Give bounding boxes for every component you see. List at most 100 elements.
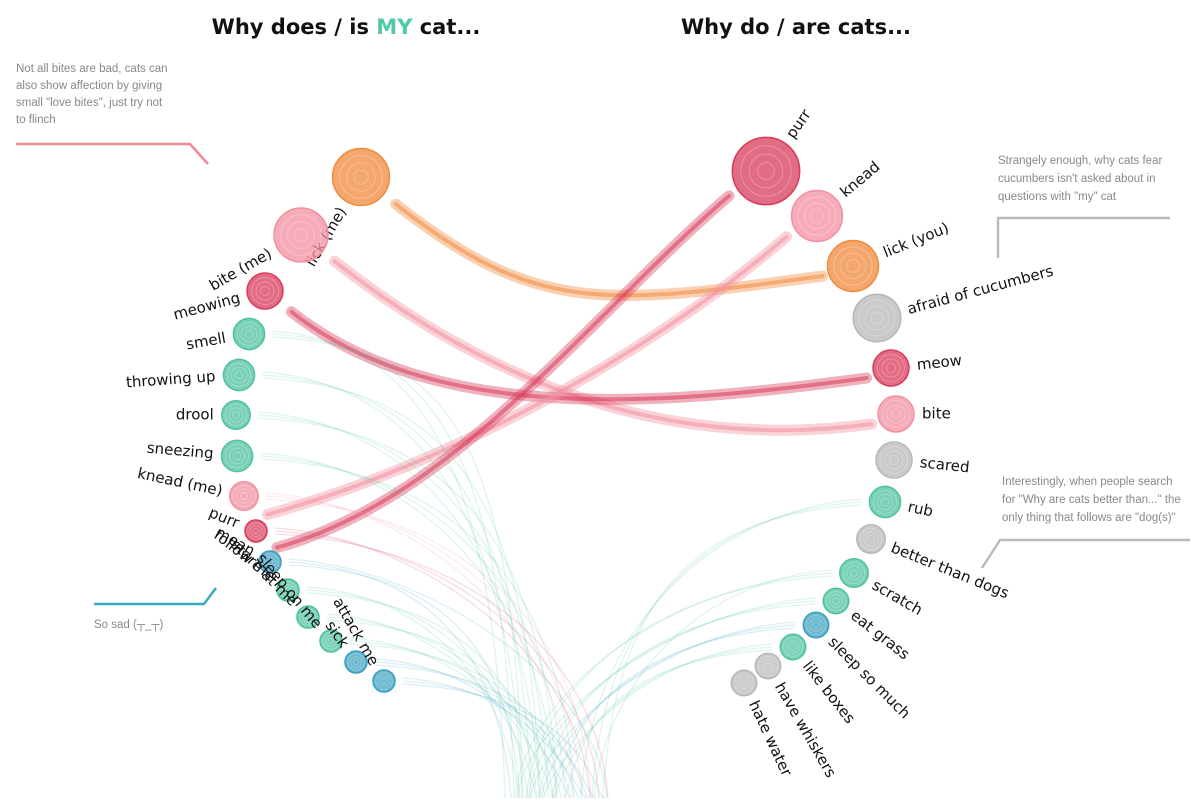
node-circle [273, 207, 329, 263]
dogs-annotation: Interestingly, when people search for "W… [1002, 476, 1184, 524]
fan-arc [306, 586, 520, 799]
node-hatch [231, 410, 241, 420]
node-circle [372, 669, 396, 693]
fan-arc [602, 504, 862, 799]
fan-arc [527, 600, 816, 799]
node-hatch [236, 488, 252, 504]
node-hatch [322, 632, 340, 650]
node-R-knead[interactable]: knead [790, 158, 884, 243]
node-hatch [260, 286, 270, 296]
node-hatch [846, 259, 860, 273]
node-circle [730, 669, 758, 697]
node-hatch [803, 202, 831, 230]
node-hatch [876, 493, 894, 511]
node-circle [229, 481, 259, 511]
node-hatch [812, 621, 820, 629]
node-circle [754, 652, 782, 680]
node-hatch [280, 214, 322, 256]
node-hatch [891, 409, 901, 419]
fan-arc [262, 377, 541, 799]
node-L-sneezing[interactable]: sneezing [146, 439, 254, 473]
node-circle [244, 519, 268, 543]
node-R-rub[interactable]: rub [868, 485, 935, 521]
node-label: rub [906, 498, 934, 521]
fan-arc [306, 589, 529, 799]
node-R-scared[interactable]: scared [875, 441, 970, 479]
node-circle [790, 189, 844, 243]
node-hatch [261, 553, 279, 571]
node-hatch [810, 209, 824, 223]
fan-arc [525, 575, 832, 799]
fan-arc [306, 592, 538, 799]
node-R-meow[interactable]: meow [872, 349, 963, 387]
node-hatch [224, 403, 248, 427]
fan-arc [538, 603, 816, 799]
fan-arc [349, 643, 572, 799]
node-hatch [737, 676, 751, 690]
node-R-afraid-of-cucumbers[interactable]: afraid of cucumbers [852, 262, 1055, 343]
node-R-scratch[interactable]: scratch [839, 558, 926, 619]
node-L-throwing-up[interactable]: throwing up [125, 358, 256, 392]
node-circle [331, 147, 391, 207]
node-hatch [284, 586, 292, 594]
callout-layer [16, 142, 1190, 606]
node-hatch [805, 614, 827, 636]
link-core-bite-me [332, 259, 874, 433]
fan-arc [262, 374, 532, 799]
node-hatch [881, 358, 901, 378]
node-circle [872, 349, 910, 387]
node-hatch [740, 679, 748, 687]
node-hatch [301, 610, 315, 624]
node-R-lick-you[interactable]: lick (you) [826, 219, 952, 293]
node-circle [220, 439, 254, 473]
node-circle [779, 633, 807, 661]
node-R-bite[interactable]: bite [877, 395, 951, 433]
node-hatch [232, 484, 256, 508]
node-label: afraid of cucumbers [905, 262, 1055, 318]
node-circle [319, 629, 343, 653]
node-hatch [349, 655, 363, 669]
node-label: smell [185, 329, 228, 354]
node-hatch [846, 565, 862, 581]
bite-callout-line [16, 142, 209, 165]
fan-arc [272, 333, 515, 799]
node-circle [258, 550, 282, 574]
node-hatch [748, 153, 784, 189]
node-L-smell[interactable]: smell [185, 317, 266, 354]
node-hatch [377, 674, 391, 688]
node-R-purr[interactable]: purr [731, 105, 815, 206]
node-L-drool[interactable]: drool [176, 400, 251, 430]
node-hatch [353, 169, 369, 185]
node-circle [276, 578, 300, 602]
node-hatch [226, 362, 252, 388]
fan-arc [326, 619, 555, 799]
fan-arc [326, 613, 537, 799]
node-hatch [281, 583, 295, 597]
node-hatch [327, 637, 335, 645]
fan-arc-layer [258, 330, 862, 799]
node-hatch [849, 568, 859, 578]
link-layer [261, 190, 878, 554]
node-hatch [740, 145, 792, 197]
node-hatch [833, 246, 873, 286]
node-hatch [864, 305, 890, 331]
node-circle [731, 136, 801, 206]
node-hatch [339, 155, 383, 199]
fan-arc [272, 336, 524, 799]
node-circle [826, 239, 880, 293]
fan-arc [349, 637, 554, 799]
node-label: lick (you) [880, 219, 951, 262]
node-circle [222, 358, 256, 392]
fan-arc [260, 455, 566, 799]
node-hatch [839, 252, 867, 280]
node-hatch [859, 527, 883, 551]
node-hatch [224, 443, 250, 469]
fan-arc [326, 616, 546, 799]
dogs-callout-line [980, 538, 1190, 569]
node-hatch [889, 455, 899, 465]
node-hatch [247, 522, 265, 540]
node-circle [246, 272, 284, 310]
node-label: throwing up [125, 367, 216, 391]
link-core-knead-me [265, 234, 789, 517]
